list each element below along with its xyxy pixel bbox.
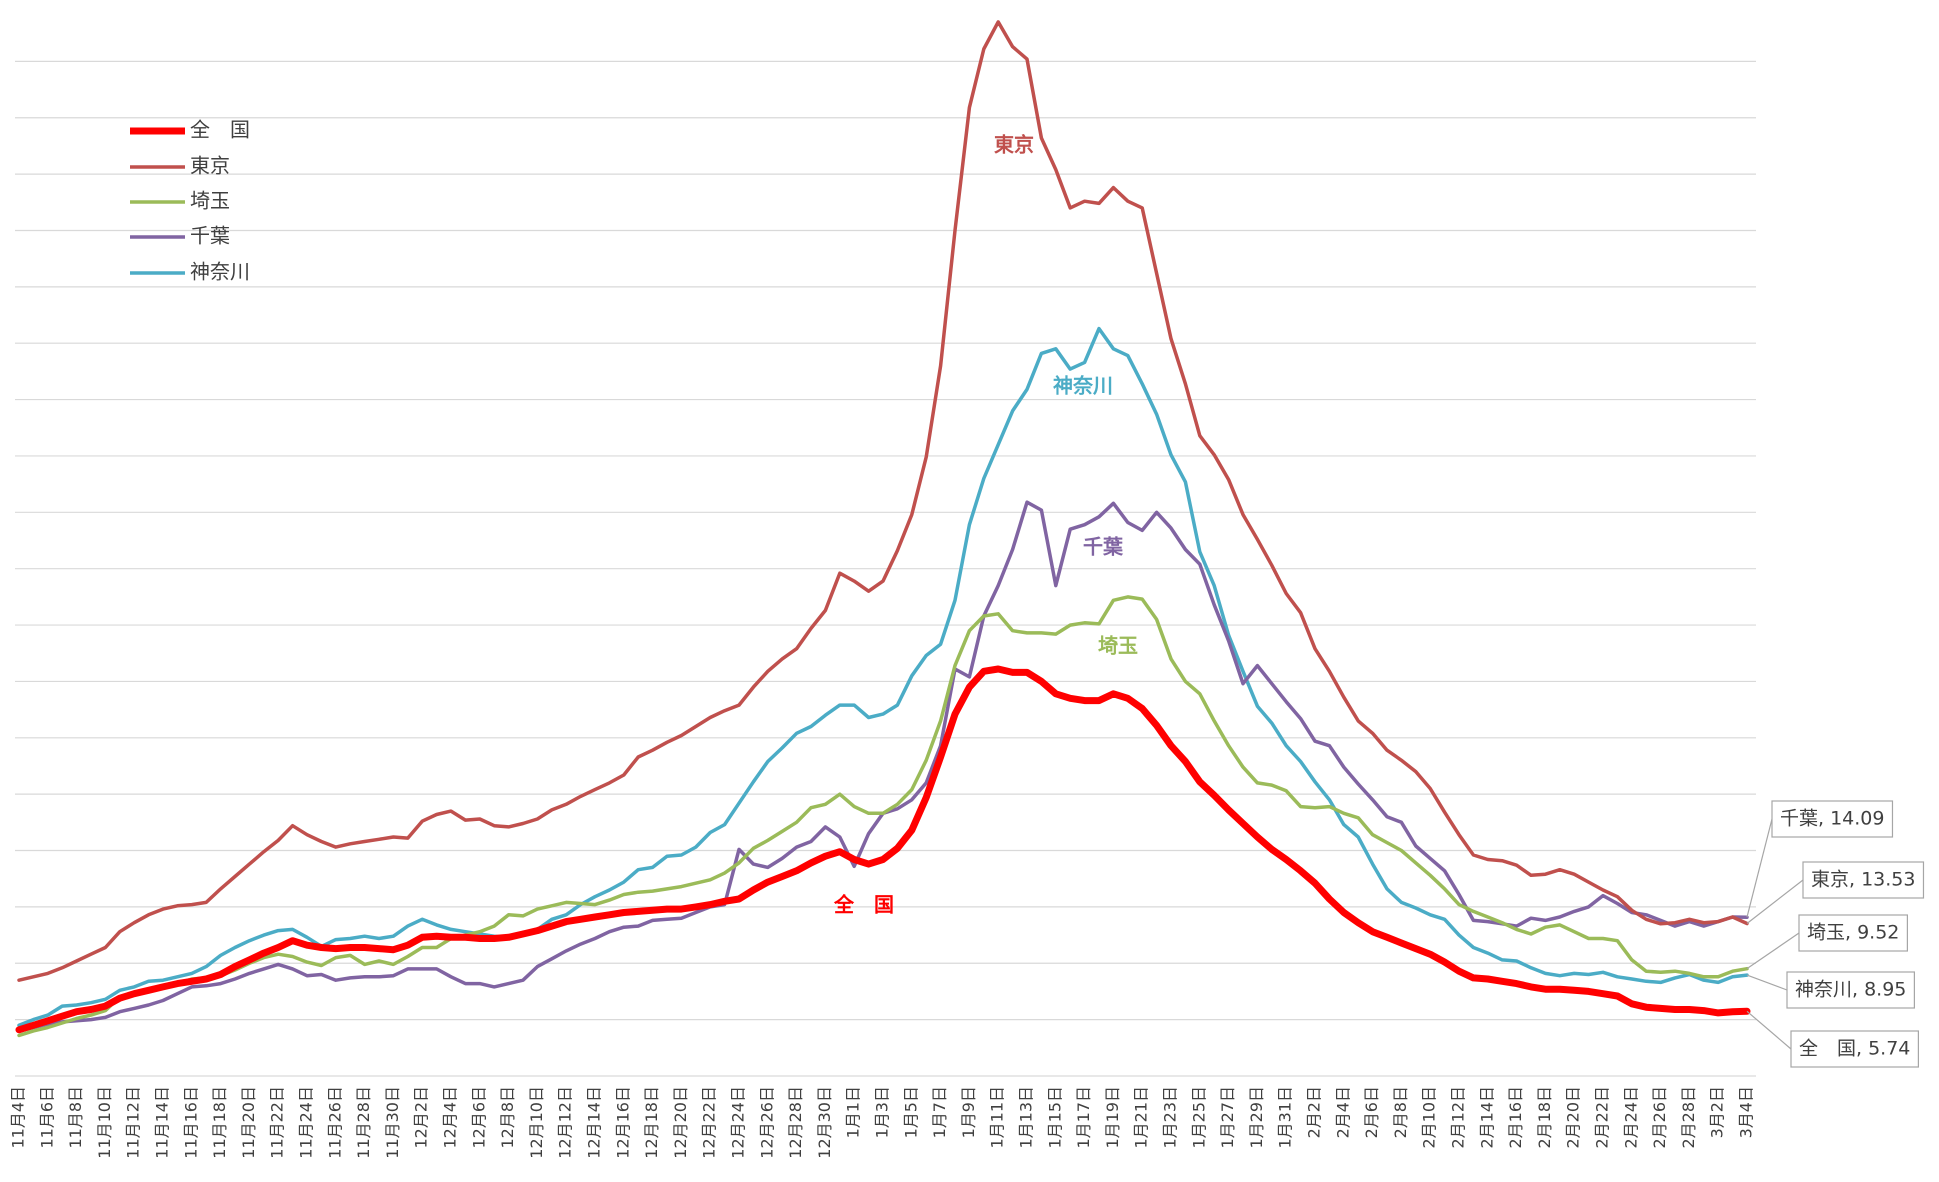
x-tick-label: 12月30日 <box>815 1086 834 1159</box>
legend-label: 埼玉 <box>190 189 230 213</box>
series-annotation: 神奈川 <box>1053 374 1113 398</box>
x-tick-label: 12月8日 <box>498 1086 517 1149</box>
series-line <box>17 326 1749 1028</box>
x-tick-label: 2月28日 <box>1679 1086 1698 1149</box>
x-tick-label: 1月7日 <box>930 1086 949 1138</box>
series-annotation: 埼玉 <box>1098 634 1138 658</box>
x-tick-label: 2月8日 <box>1391 1086 1410 1138</box>
x-tick-label: 12月4日 <box>441 1086 460 1149</box>
callout-leader <box>1746 818 1773 918</box>
callout-box <box>1790 1030 1919 1068</box>
x-tick-label: 12月22日 <box>700 1086 719 1159</box>
x-tick-label: 1月3日 <box>873 1086 892 1138</box>
x-tick-label: 12月24日 <box>729 1086 748 1159</box>
x-tick-label: 12月6日 <box>469 1086 488 1149</box>
x-tick-label: 12月28日 <box>786 1086 805 1159</box>
x-tick-label: 3月2日 <box>1708 1086 1727 1138</box>
x-tick-label: 1月11日 <box>988 1086 1007 1149</box>
callout-label: 千葉, 14.09 <box>1780 808 1884 830</box>
legend-label: 千葉 <box>190 224 230 248</box>
x-tick-label: 1月21日 <box>1132 1086 1151 1149</box>
x-tick-label: 2月6日 <box>1362 1086 1381 1138</box>
x-tick-label: 12月12日 <box>556 1086 575 1159</box>
x-tick-label: 2月24日 <box>1621 1086 1640 1149</box>
series-annotation: 千葉 <box>1083 535 1124 559</box>
x-tick-label: 12月16日 <box>613 1086 632 1159</box>
x-tick-label: 11月20日 <box>239 1086 258 1159</box>
series-annotation: 全 国 <box>833 893 894 917</box>
x-tick-label: 11月24日 <box>297 1086 316 1159</box>
series-line <box>17 595 1749 1038</box>
legend-label: 東京 <box>190 154 230 178</box>
callout-box <box>1786 971 1915 1009</box>
x-tick-label: 11月28日 <box>354 1086 373 1159</box>
callout-leader <box>1746 879 1804 924</box>
callout-label: 神奈川, 8.95 <box>1795 979 1906 1001</box>
x-tick-label: 12月2日 <box>412 1086 431 1149</box>
x-tick-label: 2月2日 <box>1305 1086 1324 1138</box>
x-tick-label: 12月20日 <box>671 1086 690 1159</box>
x-tick-label: 11月10日 <box>95 1086 114 1159</box>
x-tick-label: 2月4日 <box>1333 1086 1352 1138</box>
series-annotation: 東京 <box>994 133 1034 157</box>
legend-label: 全 国 <box>190 118 250 142</box>
callout-label: 埼玉, 9.52 <box>1807 922 1899 944</box>
legend-label: 神奈川 <box>190 260 250 284</box>
x-tick-label: 2月22日 <box>1593 1086 1612 1149</box>
x-tick-label: 1月23日 <box>1161 1086 1180 1149</box>
x-tick-label: 2月14日 <box>1477 1086 1496 1149</box>
x-tick-label: 2月16日 <box>1506 1086 1525 1149</box>
x-tick-label: 11月30日 <box>383 1086 402 1159</box>
x-tick-label: 11月14日 <box>153 1086 172 1159</box>
callout-label: 東京, 13.53 <box>1811 869 1915 891</box>
x-tick-label: 11月16日 <box>181 1086 200 1159</box>
x-tick-label: 12月10日 <box>527 1086 546 1159</box>
callout-box <box>1802 861 1925 899</box>
x-tick-label: 2月20日 <box>1564 1086 1583 1149</box>
x-tick-label: 11月12日 <box>124 1086 143 1159</box>
series-line <box>17 20 1749 982</box>
x-tick-label: 1月13日 <box>1017 1086 1036 1149</box>
x-tick-label: 1月19日 <box>1103 1086 1122 1149</box>
x-tick-label: 2月18日 <box>1535 1086 1554 1149</box>
x-tick-label: 11月26日 <box>325 1086 344 1159</box>
callout-box <box>1771 800 1894 838</box>
x-tick-label: 1月15日 <box>1045 1086 1064 1149</box>
x-tick-label: 1月25日 <box>1189 1086 1208 1149</box>
callout-leader <box>1746 1010 1792 1050</box>
x-tick-label: 11月8日 <box>66 1086 85 1149</box>
x-tick-label: 2月10日 <box>1420 1086 1439 1149</box>
x-tick-label: 1月31日 <box>1276 1086 1295 1149</box>
x-tick-label: 3月4日 <box>1737 1086 1756 1138</box>
series-line <box>15 665 1751 1034</box>
x-tick-label: 11月22日 <box>268 1086 287 1159</box>
callout-leader <box>1746 974 1788 991</box>
x-tick-label: 1月5日 <box>901 1086 920 1138</box>
x-tick-label: 1月17日 <box>1074 1086 1093 1149</box>
x-tick-label: 12月18日 <box>642 1086 661 1159</box>
x-tick-label: 11月4日 <box>9 1086 28 1149</box>
x-tick-label: 11月18日 <box>210 1086 229 1159</box>
callout-leader <box>1746 932 1800 970</box>
x-tick-label: 12月26日 <box>757 1086 776 1159</box>
x-tick-label: 1月9日 <box>959 1086 978 1138</box>
x-tick-label: 11月6日 <box>37 1086 56 1149</box>
x-tick-label: 1月29日 <box>1247 1086 1266 1149</box>
callout-box <box>1798 914 1908 952</box>
x-tick-label: 2月12日 <box>1449 1086 1468 1149</box>
x-tick-label: 2月26日 <box>1650 1086 1669 1149</box>
x-tick-label: 12月14日 <box>585 1086 604 1159</box>
x-tick-label: 1月27日 <box>1218 1086 1237 1149</box>
callout-label: 全 国, 5.74 <box>1799 1038 1910 1060</box>
x-tick-label: 1月1日 <box>844 1086 863 1138</box>
